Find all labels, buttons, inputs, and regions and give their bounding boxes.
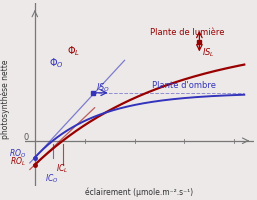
Text: photosynthèse nette: photosynthèse nette (0, 59, 10, 139)
Text: $IS_L$: $IS_L$ (202, 47, 215, 59)
Text: $\Phi_O$: $\Phi_O$ (49, 56, 64, 70)
Text: Plante de lumière: Plante de lumière (150, 28, 224, 37)
Text: $RO_L$: $RO_L$ (10, 155, 26, 168)
Text: $RO_O$: $RO_O$ (8, 148, 26, 160)
Text: $\Phi_L$: $\Phi_L$ (67, 44, 80, 58)
Text: Plante d'ombre: Plante d'ombre (152, 81, 216, 90)
X-axis label: éclairement (μmole.m⁻².s⁻¹): éclairement (μmole.m⁻².s⁻¹) (86, 188, 194, 197)
Text: $IC_O$: $IC_O$ (45, 173, 59, 185)
Text: $IS_O$: $IS_O$ (96, 81, 110, 94)
Text: $IC_L$: $IC_L$ (56, 163, 68, 175)
Text: 0: 0 (24, 133, 29, 142)
